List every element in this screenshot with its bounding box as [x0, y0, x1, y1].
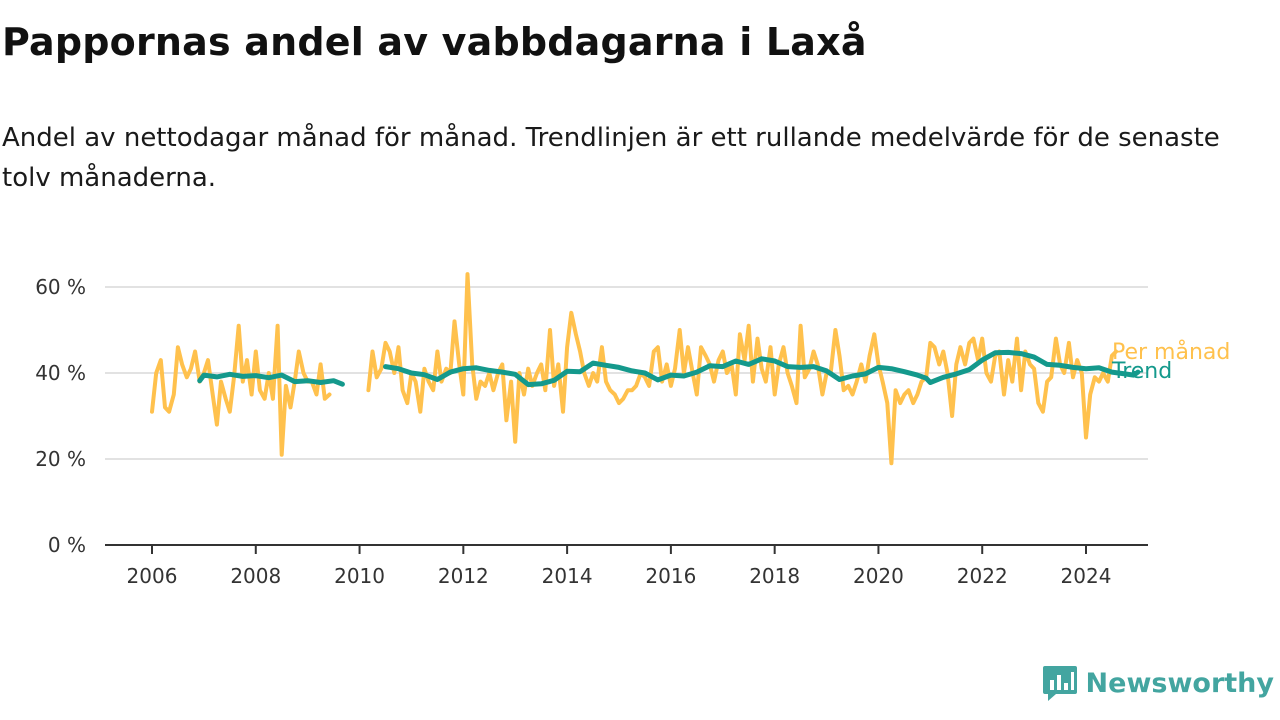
x-axis: 2006 2008 2010 2012 2014 2016 2018 2020 2022 2024 [105, 544, 1148, 588]
chart-subtitle: Andel av nettodagar månad för månad. Tre… [2, 123, 1220, 193]
x-tick-label: 2016 [645, 564, 696, 588]
y-axis-ticks: 0 % 20 % 40 % 60 % [35, 275, 86, 557]
x-tick-label: 2024 [1061, 564, 1112, 588]
y-tick-label: 60 % [35, 275, 86, 299]
y-tick-label: 0 % [48, 533, 86, 557]
y-tick-label: 20 % [35, 447, 86, 471]
series-line-trend-segment-0 [197, 371, 345, 387]
x-tick-label: 2010 [334, 564, 385, 588]
x-tick-label: 2022 [957, 564, 1008, 588]
newsworthy-logo-icon [1042, 666, 1077, 701]
x-tick-label: 2012 [438, 564, 489, 588]
x-tick-label: 2014 [542, 564, 593, 588]
x-tick-label: 2008 [230, 564, 281, 588]
series-line-per-manad-segment-1 [366, 272, 1119, 466]
x-tick-label: 2020 [853, 564, 904, 588]
series-line-trend-segment-1 [383, 349, 1141, 388]
series-lines [150, 272, 1141, 466]
series-label-trend: Trend [1111, 359, 1172, 384]
series-label-per-manad: Per månad [1112, 339, 1230, 365]
brand-name: Newsworthy [1085, 667, 1274, 699]
x-tick-label: 2006 [127, 564, 178, 588]
x-tick-label: 2018 [749, 564, 800, 588]
chart-title: Pappornas andel av vabbdagarna i Laxå [2, 20, 867, 64]
newsworthy-brand: Newsworthy [1042, 664, 1274, 702]
series-line-per-manad-segment-0 [150, 323, 332, 457]
y-tick-label: 40 % [35, 361, 86, 385]
